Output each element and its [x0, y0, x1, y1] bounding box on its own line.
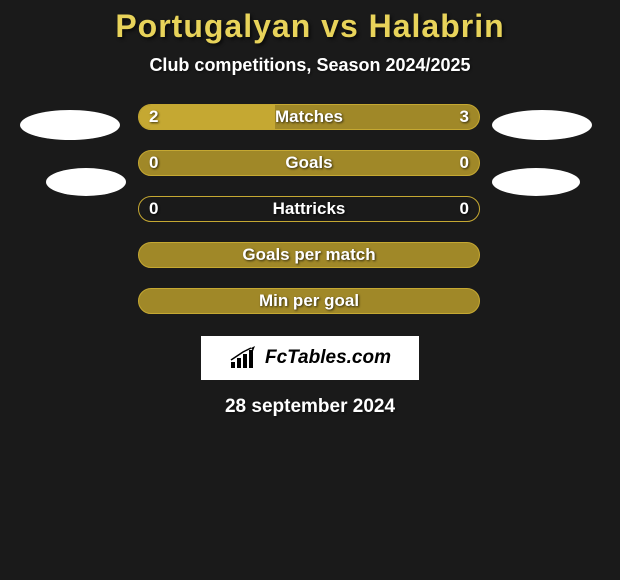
comparison-widget: Portugalyan vs Halabrin Club competition… — [0, 0, 620, 418]
logo-text: FcTables.com — [265, 347, 391, 369]
stat-left-value: 0 — [149, 153, 158, 173]
stat-label: Goals per match — [242, 245, 375, 265]
stat-right-value: 3 — [460, 107, 469, 127]
stat-right-value: 0 — [460, 199, 469, 219]
player-photo-left-2 — [46, 168, 126, 196]
stat-label: Hattricks — [273, 199, 346, 219]
stat-right-value: 0 — [460, 153, 469, 173]
stat-left-value: 0 — [149, 199, 158, 219]
stat-row-min-per-goal: Min per goal — [138, 288, 480, 314]
stat-label: Goals — [285, 153, 332, 173]
right-photo-panel — [492, 104, 592, 196]
left-photo-panel — [28, 104, 126, 196]
stat-row-goals-per-match: Goals per match — [138, 242, 480, 268]
player-photo-right-1 — [492, 110, 592, 140]
stat-fill — [139, 105, 275, 129]
chart-icon — [229, 346, 259, 370]
player-photo-right-2 — [492, 168, 580, 196]
stat-left-value: 2 — [149, 107, 158, 127]
stat-label: Matches — [275, 107, 343, 127]
logo-box[interactable]: FcTables.com — [201, 336, 419, 380]
player-photo-left-1 — [20, 110, 120, 140]
stat-row-goals: 0 Goals 0 — [138, 150, 480, 176]
stat-label: Min per goal — [259, 291, 359, 311]
stat-row-matches: 2 Matches 3 — [138, 104, 480, 130]
subtitle: Club competitions, Season 2024/2025 — [0, 55, 620, 76]
stats-bars: 2 Matches 3 0 Goals 0 0 Hattricks 0 Goal… — [138, 104, 480, 314]
stat-row-hattricks: 0 Hattricks 0 — [138, 196, 480, 222]
page-title: Portugalyan vs Halabrin — [0, 8, 620, 45]
date-text: 28 september 2024 — [0, 396, 620, 418]
main-content: 2 Matches 3 0 Goals 0 0 Hattricks 0 Goal… — [0, 104, 620, 314]
